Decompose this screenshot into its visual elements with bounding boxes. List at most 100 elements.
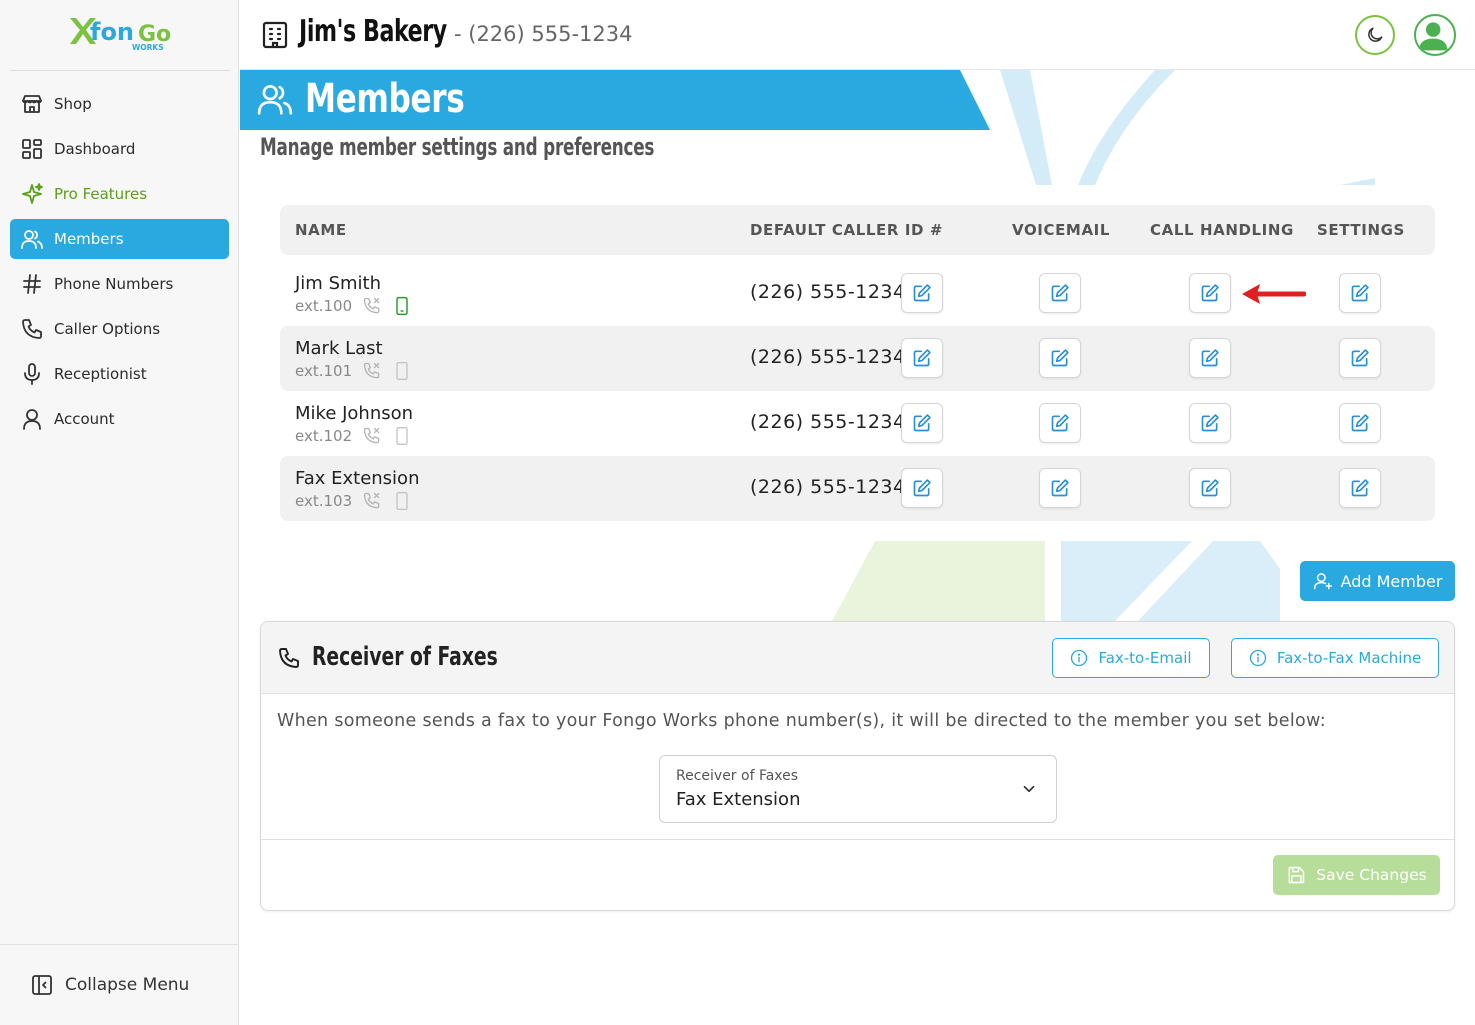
mobile-icon xyxy=(396,362,408,380)
edit-voicemail-button[interactable] xyxy=(1039,403,1081,443)
microphone-icon xyxy=(24,363,40,385)
fax-receiver-select[interactable]: Receiver of Faxes Fax Extension xyxy=(659,755,1057,823)
sidebar-item-label: Shop xyxy=(54,95,92,113)
info-icon xyxy=(1249,649,1266,667)
users-icon xyxy=(257,84,293,115)
edit-icon xyxy=(1351,284,1369,302)
sidebar-item-dashboard[interactable]: Dashboard xyxy=(10,129,229,169)
fax-description: When someone sends a fax to your Fongo W… xyxy=(277,711,1326,731)
column-voicemail: VOICEMAIL xyxy=(1012,221,1111,239)
member-name: Mike Johnson xyxy=(295,403,414,424)
sidebar-item-label: Account xyxy=(54,410,115,428)
sidebar-item-account[interactable]: Account xyxy=(10,399,229,439)
fax-to-email-button[interactable]: Fax-to-Email xyxy=(1052,638,1210,678)
moon-icon xyxy=(1368,27,1383,42)
members-table-header: NAME DEFAULT CALLER ID # VOICEMAIL CALL … xyxy=(280,205,1435,255)
header-decoration xyxy=(1000,70,1375,185)
column-name: NAME xyxy=(295,221,347,239)
sidebar-item-label: Pro Features xyxy=(54,185,148,203)
edit-icon xyxy=(913,414,931,432)
edit-call-handling-button[interactable] xyxy=(1189,468,1231,508)
edit-icon xyxy=(913,479,931,497)
business-name: Jim's Bakery xyxy=(299,14,447,49)
edit-icon xyxy=(1051,349,1069,367)
edit-voicemail-button[interactable] xyxy=(1039,338,1081,378)
page-title: Members xyxy=(305,76,465,122)
fax-to-fax-machine-button[interactable]: Fax-to-Fax Machine xyxy=(1231,638,1439,678)
red-arrow-annotation xyxy=(1242,284,1306,304)
missed-call-icon xyxy=(363,427,380,444)
fax-card-title: Receiver of Faxes xyxy=(312,642,498,672)
logo-divider xyxy=(10,70,230,71)
table-row: Mike Johnson ext.102 (226) 555-1234 xyxy=(280,391,1435,456)
edit-caller-id-button[interactable] xyxy=(901,338,943,378)
avatar-icon xyxy=(1418,22,1448,51)
table-row: Fax Extension ext.103 (226) 555-1234 xyxy=(280,456,1435,521)
phone-icon xyxy=(279,648,299,668)
missed-call-icon xyxy=(363,362,380,379)
sidebar-item-caller-options[interactable]: Caller Options xyxy=(10,309,229,349)
sidebar-item-receptionist[interactable]: Receptionist xyxy=(10,354,229,394)
table-row: Jim Smith ext.100 (226) 555-1234 xyxy=(280,261,1435,326)
theme-toggle-button[interactable] xyxy=(1355,15,1395,55)
sidebar-item-label: Members xyxy=(54,230,124,248)
edit-icon xyxy=(913,284,931,302)
edit-voicemail-button[interactable] xyxy=(1039,468,1081,508)
edit-icon xyxy=(913,349,931,367)
mobile-icon xyxy=(396,427,408,445)
edit-icon xyxy=(1351,349,1369,367)
avatar[interactable] xyxy=(1414,14,1456,56)
edit-caller-id-button[interactable] xyxy=(901,403,943,443)
save-changes-label: Save Changes xyxy=(1316,866,1427,884)
edit-icon xyxy=(1351,414,1369,432)
phone-icon xyxy=(22,319,42,339)
member-name: Fax Extension xyxy=(295,468,420,489)
collapse-icon xyxy=(32,975,52,995)
edit-caller-id-button[interactable] xyxy=(901,468,943,508)
add-member-button[interactable]: Add Member xyxy=(1300,561,1455,601)
svg-text:WORKS: WORKS xyxy=(132,43,164,52)
edit-call-handling-button[interactable] xyxy=(1189,338,1231,378)
member-caller-id: (226) 555-1234 xyxy=(750,476,906,498)
collapse-menu-button[interactable]: Collapse Menu xyxy=(0,944,239,1025)
edit-call-handling-button[interactable] xyxy=(1189,403,1231,443)
fongo-logo[interactable]: fon Go WORKS xyxy=(66,10,176,54)
edit-icon xyxy=(1201,284,1219,302)
sidebar-item-label: Receptionist xyxy=(54,365,147,383)
page-title-band xyxy=(240,70,990,130)
edit-caller-id-button[interactable] xyxy=(901,273,943,313)
member-name: Jim Smith xyxy=(295,273,381,294)
sidebar-item-pro-features[interactable]: Pro Features xyxy=(10,174,229,214)
edit-call-handling-button[interactable] xyxy=(1189,273,1231,313)
edit-settings-button[interactable] xyxy=(1339,273,1381,313)
edit-icon xyxy=(1201,414,1219,432)
page-subtitle: Manage member settings and preferences xyxy=(260,133,655,161)
fax-receiver-select-value: Fax Extension xyxy=(676,789,801,810)
receiver-of-faxes-card: Receiver of Faxes Fax-to-Email Fax-to-Fa… xyxy=(260,621,1455,911)
sidebar-item-members[interactable]: Members xyxy=(10,219,229,259)
column-call-handling: CALL HANDLING xyxy=(1150,221,1294,239)
edit-settings-button[interactable] xyxy=(1339,403,1381,443)
members-table-body: Jim Smith ext.100 (226) 555-1234 Mark La… xyxy=(280,261,1435,521)
edit-icon xyxy=(1351,479,1369,497)
fax-card-header: Receiver of Faxes Fax-to-Email Fax-to-Fa… xyxy=(261,622,1454,694)
sidebar: fon Go WORKS Shop Dashboard Pro Features… xyxy=(0,0,239,1025)
table-row: Mark Last ext.101 (226) 555-1234 xyxy=(280,326,1435,391)
column-settings: SETTINGS xyxy=(1317,221,1405,239)
edit-settings-button[interactable] xyxy=(1339,468,1381,508)
dashboard-icon xyxy=(22,139,42,159)
users-icon xyxy=(21,230,43,249)
sidebar-item-shop[interactable]: Shop xyxy=(10,84,229,124)
sidebar-item-phone-numbers[interactable]: Phone Numbers xyxy=(10,264,229,304)
collapse-menu-label: Collapse Menu xyxy=(65,975,190,995)
sidebar-nav: Shop Dashboard Pro Features Members Phon… xyxy=(10,84,229,444)
edit-settings-button[interactable] xyxy=(1339,338,1381,378)
sidebar-item-label: Caller Options xyxy=(54,320,161,338)
save-changes-button[interactable]: Save Changes xyxy=(1273,855,1440,895)
store-icon xyxy=(22,95,42,113)
edit-icon xyxy=(1051,284,1069,302)
member-extension: ext.103 xyxy=(295,492,353,510)
fax-card-divider xyxy=(261,839,1454,840)
info-icon xyxy=(1071,649,1088,667)
edit-voicemail-button[interactable] xyxy=(1039,273,1081,313)
